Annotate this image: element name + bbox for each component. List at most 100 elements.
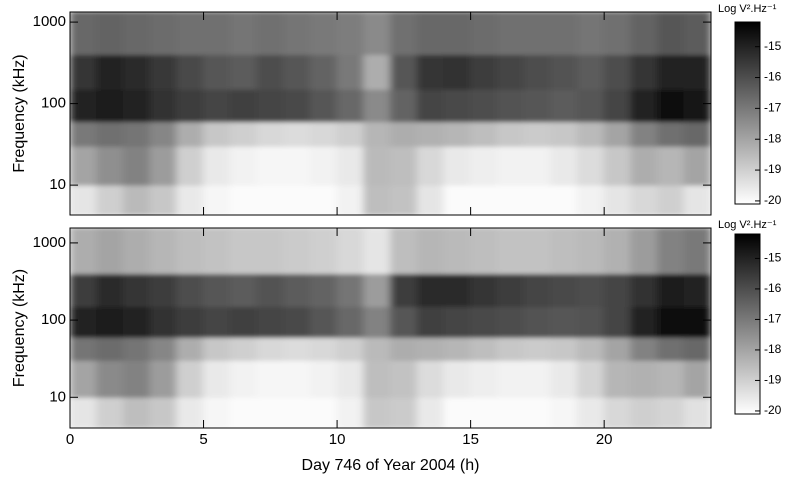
heatmap-cell bbox=[149, 273, 178, 308]
heatmap-cell bbox=[283, 306, 311, 338]
heatmap-cell bbox=[390, 88, 418, 123]
heatmap-cell bbox=[523, 228, 552, 275]
heatmap-cell bbox=[229, 396, 258, 428]
heatmap-cell bbox=[122, 306, 151, 338]
plot-frame bbox=[69, 227, 712, 429]
heatmap-cell bbox=[70, 228, 98, 275]
heatmap-cell bbox=[443, 145, 472, 186]
heatmap-cell bbox=[630, 88, 659, 123]
heatmap-cell bbox=[256, 12, 285, 56]
heatmap-cell bbox=[176, 184, 205, 215]
heatmap-cell bbox=[390, 184, 418, 215]
heatmap-cell bbox=[309, 121, 338, 147]
y-tick-label: 100 bbox=[41, 311, 66, 328]
heatmap-cell bbox=[70, 396, 98, 428]
heatmap-cell bbox=[496, 12, 525, 56]
heatmap-cell bbox=[603, 88, 632, 123]
heatmap-cell bbox=[550, 273, 578, 308]
heatmap-cell bbox=[229, 12, 258, 56]
heatmap-cell bbox=[283, 121, 311, 147]
heatmap-cell bbox=[229, 336, 258, 361]
heatmap-cell bbox=[550, 54, 578, 90]
heatmap-cell bbox=[70, 184, 98, 215]
x-tick-label: 15 bbox=[462, 431, 479, 448]
heatmap-cell bbox=[390, 359, 418, 398]
heatmap-cell bbox=[70, 273, 98, 308]
heatmap-cell bbox=[229, 88, 258, 123]
heatmap-cell bbox=[576, 184, 605, 215]
heatmap-cell bbox=[630, 273, 659, 308]
heatmap-cell bbox=[203, 228, 231, 275]
heatmap-cell bbox=[443, 184, 472, 215]
heatmap-cell bbox=[122, 336, 151, 361]
heatmap-cell bbox=[309, 273, 338, 308]
heatmap-cell bbox=[576, 54, 605, 90]
heatmap-cell bbox=[683, 184, 711, 215]
heatmap-cell bbox=[603, 306, 632, 338]
heatmap-cell bbox=[363, 228, 391, 275]
heatmap-cell bbox=[96, 273, 124, 308]
heatmap-cell bbox=[683, 273, 711, 308]
heatmap-cell bbox=[523, 88, 552, 123]
heatmap-cell bbox=[496, 184, 525, 215]
heatmap-cell bbox=[229, 145, 258, 186]
heatmap-cell bbox=[523, 359, 552, 398]
heatmap-cell bbox=[283, 88, 311, 123]
y-tick-label: 10 bbox=[49, 388, 66, 405]
heatmap bbox=[70, 228, 711, 428]
heatmap-cell bbox=[576, 359, 605, 398]
heatmap-cell bbox=[576, 306, 605, 338]
x-tick-label: 0 bbox=[66, 431, 74, 448]
heatmap-cell bbox=[390, 273, 418, 308]
colorbar-tick-label: -15 bbox=[764, 39, 782, 53]
heatmap-cell bbox=[603, 273, 632, 308]
heatmap-cell bbox=[630, 121, 659, 147]
x-tick-label: 20 bbox=[596, 431, 613, 448]
heatmap-cell bbox=[122, 54, 151, 90]
heatmap-cell bbox=[576, 88, 605, 123]
y-tick-label: 1000 bbox=[33, 13, 66, 30]
heatmap-cell bbox=[363, 12, 391, 56]
heatmap-cell bbox=[70, 88, 98, 123]
heatmap-cell bbox=[496, 88, 525, 123]
heatmap-cell bbox=[523, 145, 552, 186]
colorbar-tick-label: -19 bbox=[764, 162, 782, 176]
heatmap-cell bbox=[603, 54, 632, 90]
heatmap-cell bbox=[470, 359, 498, 398]
heatmap-cell bbox=[70, 359, 98, 398]
y-axis-label: Frequency (kHz) bbox=[11, 269, 28, 387]
heatmap-cell bbox=[443, 336, 472, 361]
heatmap-cell bbox=[309, 145, 338, 186]
heatmap-cell bbox=[416, 273, 445, 308]
heatmap-cell bbox=[283, 184, 311, 215]
heatmap-cell bbox=[96, 145, 124, 186]
heatmap-cell bbox=[443, 228, 472, 275]
heatmap-cell bbox=[122, 184, 151, 215]
heatmap-cell bbox=[149, 396, 178, 428]
x-tick-label: 10 bbox=[329, 431, 346, 448]
heatmap-cell bbox=[683, 396, 711, 428]
heatmap-cell bbox=[283, 54, 311, 90]
heatmap-cell bbox=[630, 336, 659, 361]
heatmap-cell bbox=[363, 88, 391, 123]
heatmap-cell bbox=[309, 12, 338, 56]
heatmap-cell bbox=[603, 396, 632, 428]
heatmap bbox=[70, 12, 711, 215]
heatmap-cell bbox=[283, 145, 311, 186]
heatmap-cell bbox=[416, 54, 445, 90]
colorbar bbox=[734, 233, 761, 415]
heatmap-cell bbox=[122, 145, 151, 186]
heatmap-cell bbox=[657, 336, 685, 361]
heatmap-cell bbox=[309, 359, 338, 398]
heatmap-cell bbox=[416, 359, 445, 398]
heatmap-cell bbox=[229, 306, 258, 338]
heatmap-cell bbox=[550, 121, 578, 147]
heatmap-cell bbox=[523, 273, 552, 308]
heatmap-cell bbox=[443, 396, 472, 428]
heatmap-cell bbox=[683, 12, 711, 56]
heatmap-cell bbox=[657, 121, 685, 147]
heatmap-cell bbox=[149, 121, 178, 147]
heatmap-cell bbox=[363, 396, 391, 428]
heatmap-cell bbox=[550, 306, 578, 338]
